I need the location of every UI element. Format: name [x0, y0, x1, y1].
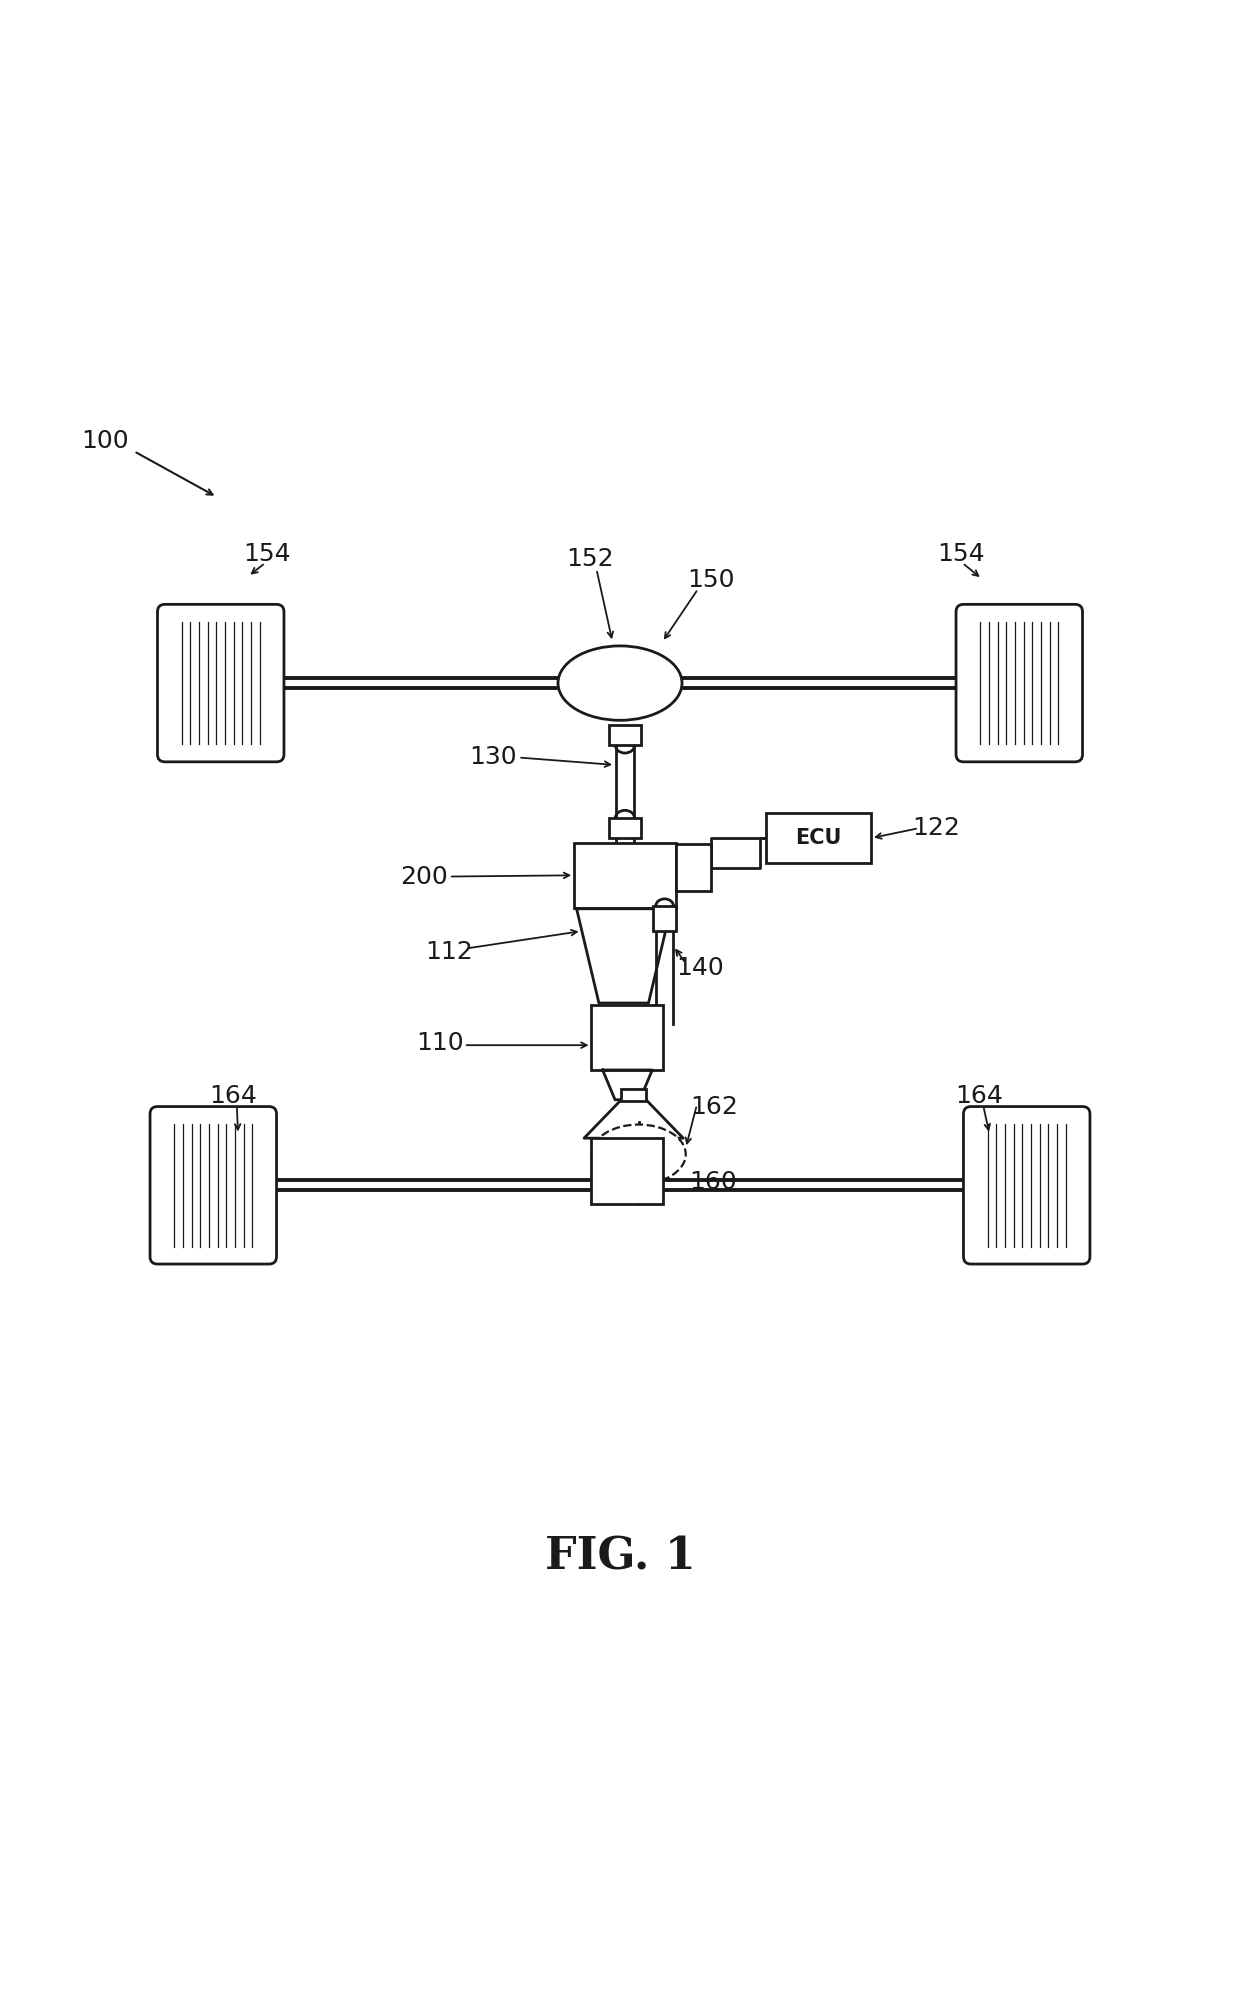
Text: 150: 150: [687, 569, 734, 591]
FancyBboxPatch shape: [621, 1088, 646, 1100]
Text: FIG. 1: FIG. 1: [544, 1536, 696, 1579]
Text: 122: 122: [913, 816, 960, 841]
Text: 164: 164: [210, 1084, 257, 1108]
FancyBboxPatch shape: [766, 812, 870, 863]
FancyBboxPatch shape: [653, 907, 676, 931]
Text: 154: 154: [243, 543, 290, 567]
Text: ECU: ECU: [795, 829, 842, 849]
Text: 200: 200: [401, 865, 448, 889]
FancyBboxPatch shape: [956, 605, 1083, 762]
Text: 140: 140: [677, 957, 724, 979]
Text: 100: 100: [82, 428, 129, 452]
Ellipse shape: [591, 1124, 686, 1184]
FancyBboxPatch shape: [676, 845, 711, 891]
Ellipse shape: [558, 646, 682, 720]
Text: 130: 130: [470, 746, 517, 770]
Text: 160: 160: [689, 1170, 737, 1195]
Text: 162: 162: [691, 1096, 738, 1120]
FancyBboxPatch shape: [591, 1138, 663, 1205]
FancyBboxPatch shape: [609, 726, 641, 746]
Text: 110: 110: [417, 1032, 464, 1054]
Text: 152: 152: [567, 547, 614, 571]
FancyBboxPatch shape: [963, 1106, 1090, 1265]
FancyBboxPatch shape: [609, 818, 641, 839]
Text: 164: 164: [956, 1084, 1003, 1108]
FancyBboxPatch shape: [150, 1106, 277, 1265]
Text: 112: 112: [425, 941, 472, 963]
FancyBboxPatch shape: [574, 843, 676, 907]
Text: 154: 154: [937, 543, 985, 567]
FancyBboxPatch shape: [157, 605, 284, 762]
FancyBboxPatch shape: [591, 1006, 663, 1070]
